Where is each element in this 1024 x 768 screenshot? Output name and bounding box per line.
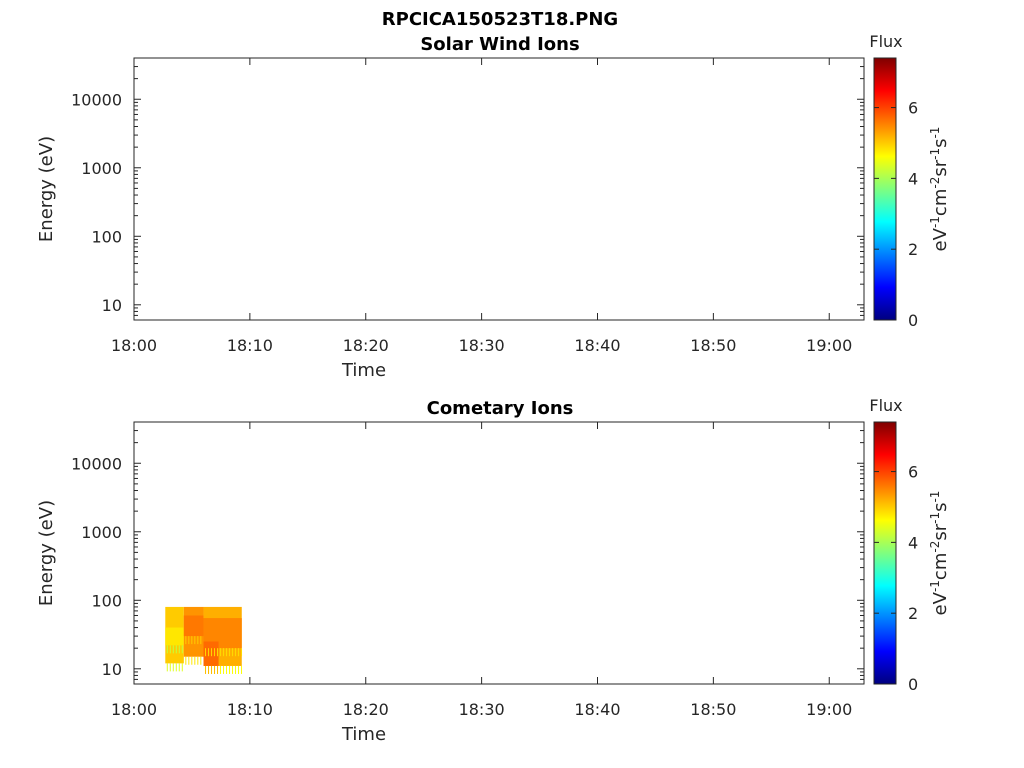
panel-1: Cometary Ions 18:00 18:10 18:20 18:30 18:40 18…: [36, 396, 951, 745]
colorbar-tick-label: 2: [908, 240, 918, 259]
x-tick-label: 18:40: [574, 336, 620, 355]
colorbar: [873, 57, 897, 321]
x-axis-label: Time: [341, 724, 386, 745]
x-tick-label: 19:00: [806, 336, 852, 355]
x-tick-label: 18:30: [459, 700, 505, 719]
y-axis-label: Energy (eV): [36, 136, 57, 242]
x-tick-label: 18:20: [343, 700, 389, 719]
colorbar-tick-label: 4: [908, 169, 918, 188]
x-tick-label: 18:10: [227, 700, 273, 719]
x-tick-label: 18:00: [111, 700, 157, 719]
x-tick-label: 18:50: [690, 336, 736, 355]
colorbar-unit-label: eV-1cm-2sr-1s-1: [928, 491, 951, 616]
colorbar-tick-label: 2: [908, 604, 918, 623]
y-tick-label: 10: [102, 296, 122, 315]
y-tick-label: 100: [91, 591, 122, 610]
x-tick-label: 18:50: [690, 700, 736, 719]
colorbar-title: Flux: [869, 32, 902, 51]
colorbar: [873, 421, 897, 685]
colorbar-tick-label: 6: [908, 463, 918, 482]
colorbar-tick-label: 0: [908, 311, 918, 330]
x-tick-label: 19:00: [806, 700, 852, 719]
y-tick-label: 10000: [71, 454, 122, 473]
axes-frame: [133, 421, 865, 685]
panel-title: Cometary Ions: [427, 398, 574, 419]
figure-title: RPCICA150523T18.PNG: [382, 9, 618, 30]
y-tick-label: 100: [91, 227, 122, 246]
x-tick-label: 18:10: [227, 336, 273, 355]
colorbar-tick-label: 4: [908, 533, 918, 552]
y-axis-label: Energy (eV): [36, 500, 57, 606]
x-tick-label: 18:40: [574, 700, 620, 719]
axes-frame: [133, 57, 865, 321]
y-tick-label: 10000: [71, 90, 122, 109]
y-tick-label: 1000: [81, 523, 122, 542]
heatmap-cell: [183, 615, 204, 637]
panel-0: Solar Wind Ions 18:00 18:10 18:20 18:30 18:40…: [36, 32, 951, 381]
y-tick-label: 1000: [81, 159, 122, 178]
y-tick-label: 10: [102, 660, 122, 679]
x-tick-label: 18:00: [111, 336, 157, 355]
x-tick-label: 18:20: [343, 336, 389, 355]
colorbar-unit-label: eV-1cm-2sr-1s-1: [928, 127, 951, 252]
heatmap-cell: [165, 627, 184, 646]
heatmap-cells: [165, 606, 243, 674]
panel-title: Solar Wind Ions: [420, 34, 579, 55]
colorbar-tick-label: 6: [908, 99, 918, 118]
x-axis-label: Time: [341, 360, 386, 381]
colorbar-title: Flux: [869, 396, 902, 415]
colorbar-tick-label: 0: [908, 675, 918, 694]
x-tick-label: 18:30: [459, 336, 505, 355]
